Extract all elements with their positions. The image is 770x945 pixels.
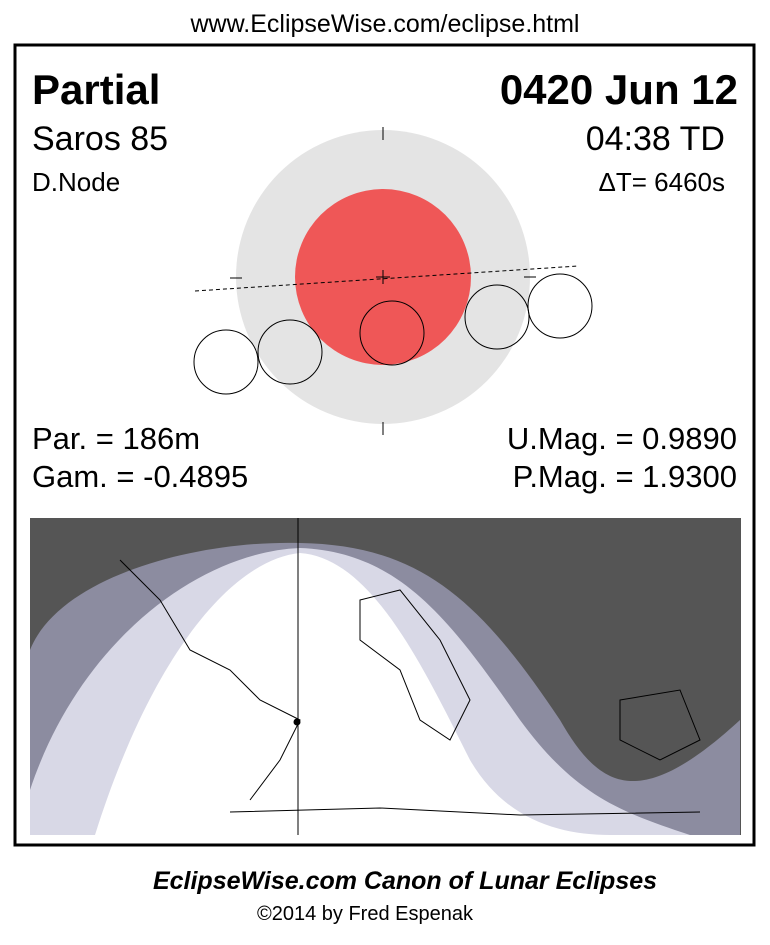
gamma: Gam. = -0.4895 (32, 459, 248, 494)
delta-t: ΔT= 6460s (599, 167, 726, 197)
eclipse-diagram (193, 127, 593, 435)
pmag: P.Mag. = 1.9300 (513, 459, 737, 494)
footer-title: EclipseWise.com Canon of Lunar Eclipses (153, 867, 657, 895)
footer-credit: ©2014 by Fred Espenak (257, 903, 474, 925)
saros: Saros 85 (32, 120, 168, 158)
time: 04:38 TD (586, 120, 725, 158)
duration: Par. = 186m (32, 421, 200, 456)
node: D.Node (32, 167, 120, 197)
visibility-map (30, 518, 741, 835)
eclipse-type: Partial (32, 66, 160, 113)
url: www.EclipseWise.com/eclipse.html (190, 10, 580, 38)
frame (13, 43, 756, 847)
umag: U.Mag. = 0.9890 (507, 421, 737, 456)
date: 0420 Jun 12 (500, 66, 738, 113)
